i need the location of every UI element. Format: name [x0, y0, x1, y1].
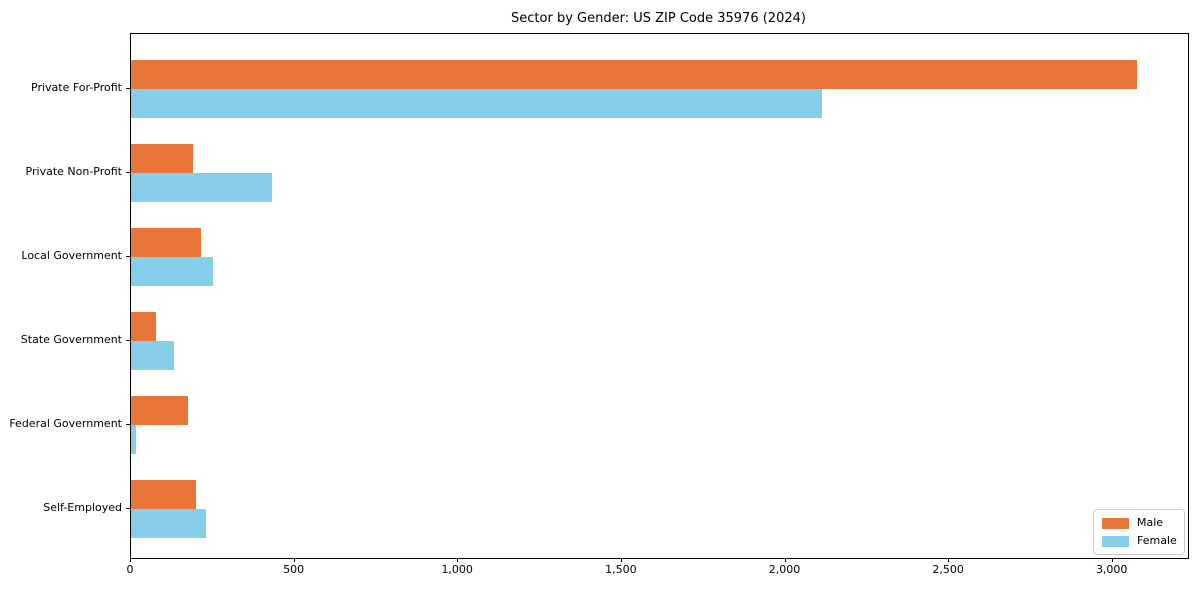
plot-area: Male Female	[130, 33, 1189, 559]
bar-female-state-government	[131, 341, 174, 370]
y-label-state-government: State Government	[20, 333, 122, 346]
y-label-self-employed: Self-Employed	[43, 501, 122, 514]
y-tick-self-employed	[126, 508, 131, 509]
bar-male-private-non-profit	[131, 144, 194, 173]
y-tick-private-for-profit	[126, 88, 131, 89]
x-tick-label-3000: 3,000	[1095, 563, 1128, 576]
legend-item-female: Female	[1102, 534, 1177, 547]
bar-female-private-non-profit	[131, 173, 272, 202]
x-tick-500	[293, 558, 295, 562]
x-tick-2500	[948, 558, 950, 562]
bar-female-self-employed	[131, 509, 206, 538]
bar-female-federal-government	[131, 425, 136, 454]
legend-label-male: Male	[1137, 516, 1164, 529]
x-tick-1000	[457, 558, 459, 562]
x-tick-label-1000: 1,000	[441, 563, 473, 576]
x-tick-label-2500: 2,500	[932, 563, 964, 576]
bar-male-federal-government	[131, 396, 189, 425]
y-label-private-for-profit: Private For-Profit	[31, 81, 122, 94]
legend-label-female: Female	[1137, 534, 1177, 547]
legend: Male Female	[1093, 509, 1185, 555]
x-tick-label-2000: 2,000	[768, 563, 801, 576]
x-tick-3000	[1111, 558, 1113, 562]
x-tick-2000	[784, 558, 786, 562]
y-tick-local-government	[126, 256, 131, 257]
legend-item-male: Male	[1102, 517, 1176, 529]
y-label-local-government: Local Government	[21, 249, 122, 262]
y-tick-state-government	[126, 340, 131, 341]
legend-swatch-female	[1102, 535, 1129, 547]
x-tick-1500	[620, 558, 622, 562]
bar-male-self-employed	[131, 480, 197, 509]
bar-female-local-government	[131, 257, 213, 286]
y-tick-federal-government	[126, 424, 131, 425]
bar-female-private-for-profit	[131, 89, 822, 118]
x-tick-0	[130, 558, 131, 562]
x-tick-label-500: 500	[283, 563, 305, 576]
y-label-private-non-profit: Private Non-Profit	[25, 165, 122, 178]
x-tick-label-0: 0	[126, 563, 134, 576]
bar-male-private-for-profit	[131, 60, 1138, 89]
legend-swatch-male	[1102, 517, 1129, 529]
x-tick-label-1500: 1,500	[605, 563, 637, 576]
bar-male-local-government	[131, 228, 202, 257]
bar-male-state-government	[131, 312, 156, 341]
y-label-federal-government: Federal Government	[9, 417, 122, 430]
chart-title: Sector by Gender: US ZIP Code 35976 (202…	[511, 11, 806, 26]
y-tick-private-non-profit	[126, 172, 131, 173]
